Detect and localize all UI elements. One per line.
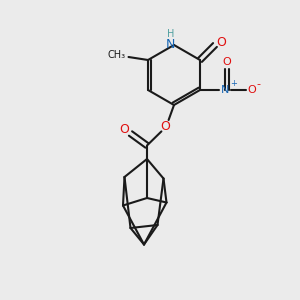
Text: N: N <box>166 38 175 52</box>
Text: O: O <box>217 35 226 49</box>
Text: O: O <box>120 122 129 136</box>
Text: N: N <box>221 85 230 95</box>
Text: H: H <box>167 28 174 39</box>
Text: CH₃: CH₃ <box>107 50 126 61</box>
Text: -: - <box>256 79 260 89</box>
Text: O: O <box>248 85 256 95</box>
Text: O: O <box>160 119 170 133</box>
Text: +: + <box>230 79 237 88</box>
Text: O: O <box>223 57 231 68</box>
